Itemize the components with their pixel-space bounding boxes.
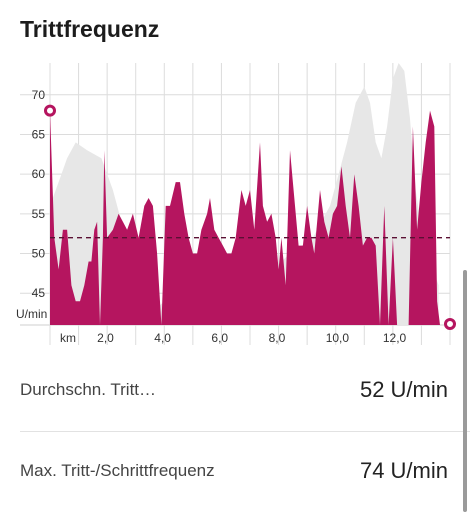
end-marker (444, 318, 456, 330)
stat-value: 74 U/min (359, 458, 448, 483)
stat-max-cadence[interactable]: Max. Tritt-/Schrittfrequenz 74 U/min (20, 441, 448, 501)
stat-average-cadence[interactable]: Durchschn. Tritt… 52 U/min (20, 360, 448, 420)
page-title: Trittfrequenz (20, 16, 160, 42)
stat-label: Durchschn. Tritt… (20, 380, 157, 399)
y-tick-label: 50 (32, 247, 46, 261)
stat-value: 52 U/min (359, 377, 448, 402)
x-tick-label: 10,0 (326, 331, 350, 345)
y-tick-label: 45 (32, 286, 46, 300)
x-tick-label: 12,0 (383, 331, 407, 345)
x-tick-label: 6,0 (211, 331, 228, 345)
y-tick-label: 70 (32, 88, 46, 102)
y-tick-label: 65 (32, 127, 46, 141)
y-tick-label: 55 (32, 207, 46, 221)
cadence-area (50, 110, 440, 325)
divider (20, 431, 470, 432)
x-axis-unit-label: km (60, 331, 76, 345)
start-marker (44, 104, 56, 117)
chart-markers (44, 104, 456, 330)
x-axis: 2,0 4,0 6,0 8,0 10,0 12,0 (97, 331, 406, 345)
y-tick-label: 60 (32, 167, 46, 181)
scrollbar[interactable] (463, 270, 467, 512)
x-tick-label: 4,0 (154, 331, 171, 345)
x-tick-label: 8,0 (269, 331, 286, 345)
stat-label: Max. Tritt-/Schrittfrequenz (20, 461, 215, 480)
y-axis: 45 50 55 60 65 70 (32, 88, 46, 300)
y-axis-unit-label: U/min (16, 307, 47, 321)
x-tick-label: 2,0 (97, 331, 114, 345)
